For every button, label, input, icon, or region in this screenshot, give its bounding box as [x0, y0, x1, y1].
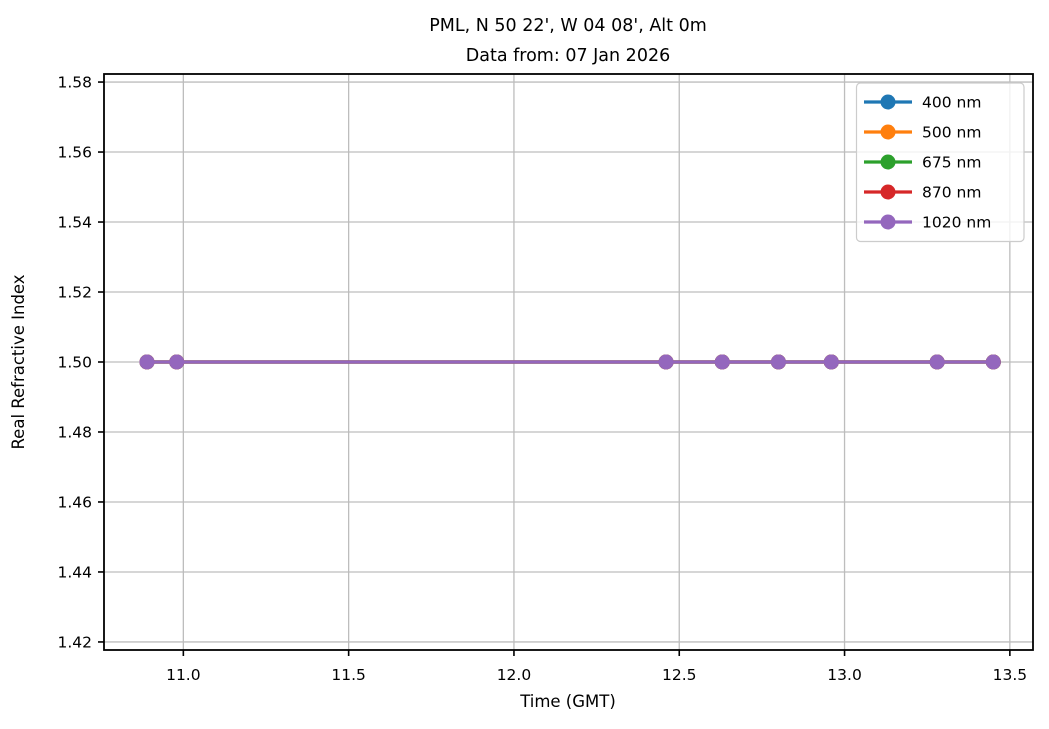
y-tick-label: 1.46 — [57, 493, 92, 511]
x-tick-label: 12.5 — [662, 666, 697, 684]
y-tick-label: 1.50 — [57, 354, 92, 372]
chart-title-line1: PML, N 50 22', W 04 08', Alt 0m — [429, 16, 707, 36]
data-point-1020-nm — [823, 354, 839, 370]
chart-title-line2: Data from: 07 Jan 2026 — [466, 46, 670, 66]
legend-marker — [880, 94, 896, 110]
y-tick-label: 1.54 — [57, 214, 92, 232]
y-axis-label: Real Refractive Index — [9, 274, 28, 449]
y-tick-label: 1.58 — [57, 74, 92, 92]
x-tick-label: 12.0 — [497, 666, 532, 684]
legend-marker — [880, 124, 896, 140]
y-tick-label: 1.52 — [57, 284, 92, 302]
legend-entry-label: 400 nm — [922, 94, 981, 112]
x-axis-label: Time (GMT) — [519, 692, 616, 711]
data-point-1020-nm — [985, 354, 1001, 370]
data-point-1020-nm — [658, 354, 674, 370]
x-tick-label: 13.5 — [993, 666, 1028, 684]
data-point-1020-nm — [770, 354, 786, 370]
legend-marker — [880, 214, 896, 230]
y-tick-label: 1.48 — [57, 423, 92, 441]
legend-marker — [880, 184, 896, 200]
y-tick-label: 1.44 — [57, 563, 92, 581]
x-tick-label: 13.0 — [827, 666, 862, 684]
legend-entry-label: 1020 nm — [922, 214, 991, 232]
legend-box — [855, 82, 1025, 243]
legend-marker — [880, 154, 896, 170]
data-point-1020-nm — [169, 354, 185, 370]
legend-entry-label: 500 nm — [922, 124, 981, 142]
y-tick-label: 1.56 — [57, 144, 92, 162]
legend-entry-label: 870 nm — [922, 184, 981, 202]
y-tick-label: 1.42 — [57, 633, 92, 651]
data-point-1020-nm — [714, 354, 730, 370]
data-point-1020-nm — [929, 354, 945, 370]
x-tick-label: 11.5 — [331, 666, 366, 684]
x-tick-label: 11.0 — [166, 666, 201, 684]
legend-entry-label: 675 nm — [922, 154, 981, 172]
data-point-1020-nm — [139, 354, 155, 370]
